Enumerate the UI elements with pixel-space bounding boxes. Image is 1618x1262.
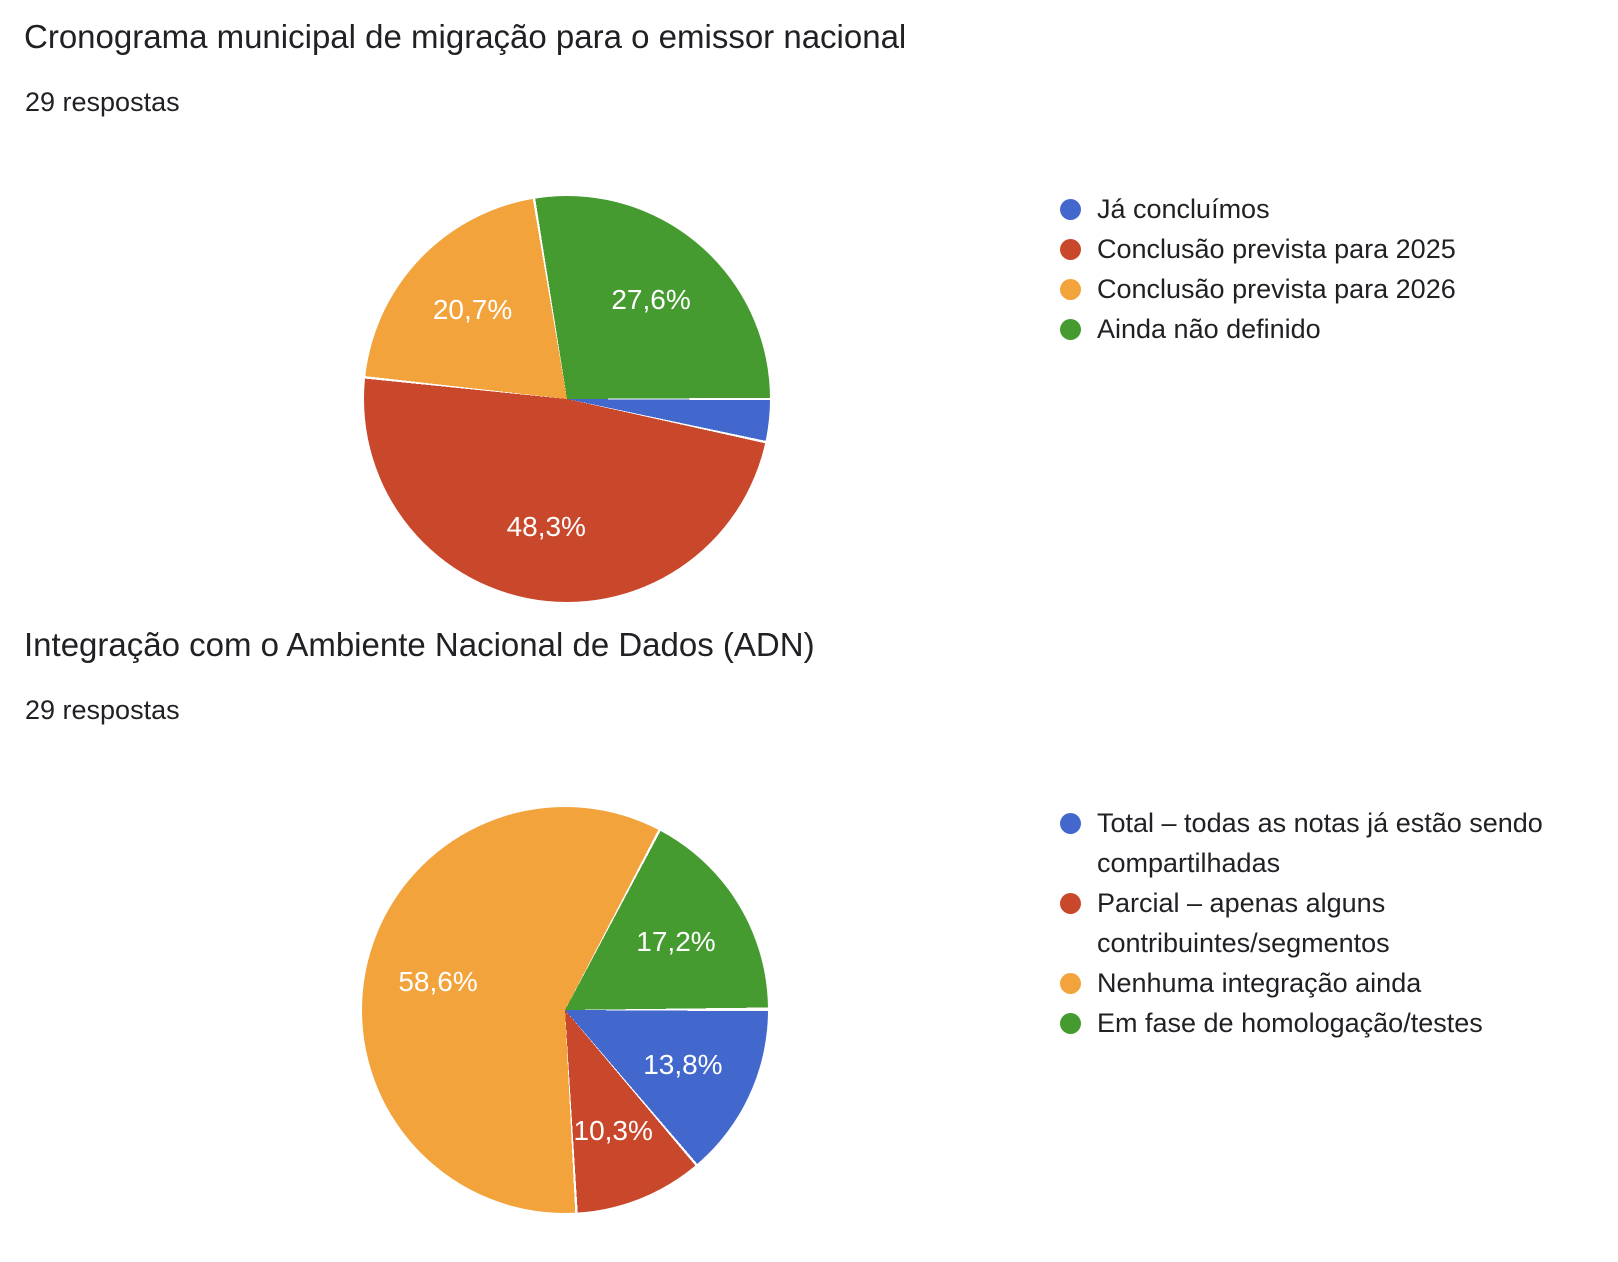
legend-color-dot-icon — [1060, 199, 1081, 220]
slice-percentage-label: 20,7% — [432, 293, 513, 325]
legend-item: Já concluímos — [1060, 189, 1618, 229]
response-count: 29 respostas — [25, 87, 180, 117]
legend-item: Ainda não definido — [1060, 309, 1618, 349]
legend-item: Total – todas as notas já estão sendo co… — [1060, 803, 1618, 883]
legend-label: Conclusão prevista para 2026 — [1097, 274, 1456, 304]
slice-percentage-label: 27,6% — [611, 283, 691, 315]
legend-color-dot-icon — [1060, 813, 1081, 834]
legend-label: Nenhuma integração ainda — [1097, 968, 1422, 998]
question-title: Cronograma municipal de migração para o … — [24, 18, 907, 55]
legend-color-dot-icon — [1060, 973, 1081, 994]
pie-chart[interactable]: 13,8% 10,3% 58,6% 17,2% — [362, 807, 768, 1213]
legend-color-dot-icon — [1060, 279, 1081, 300]
response-count: 29 respostas — [25, 695, 180, 725]
legend-color-dot-icon — [1060, 1013, 1081, 1034]
slice-percentage-label: 17,2% — [636, 926, 716, 958]
legend-color-dot-icon — [1060, 239, 1081, 260]
pie-chart[interactable]: 48,3% 20,7% 27,6% — [364, 196, 770, 602]
legend-item: Conclusão prevista para 2025 — [1060, 229, 1618, 269]
slice-percentage-label: 48,3% — [506, 511, 586, 543]
legend-color-dot-icon — [1060, 319, 1081, 340]
legend-item: Conclusão prevista para 2026 — [1060, 269, 1618, 309]
legend-label: Parcial – apenas alguns contribuintes/se… — [1097, 888, 1390, 958]
legend-item: Em fase de homologação/testes — [1060, 1003, 1618, 1043]
slice-percentage-label: 10,3% — [573, 1114, 653, 1146]
legend-item: Parcial – apenas alguns contribuintes/se… — [1060, 883, 1618, 963]
legend-item: Nenhuma integração ainda — [1060, 963, 1618, 1003]
slice-percentage-label: 58,6% — [398, 966, 478, 998]
legend-label: Total – todas as notas já estão sendo co… — [1097, 808, 1543, 878]
chart-legend: Já concluímos Conclusão prevista para 202… — [1060, 189, 1618, 349]
legend-color-dot-icon — [1060, 893, 1081, 914]
legend-label: Já concluímos — [1097, 194, 1270, 224]
legend-label: Em fase de homologação/testes — [1097, 1008, 1483, 1038]
slice-percentage-label: 13,8% — [643, 1048, 723, 1080]
question-title: Integração com o Ambiente Nacional de Da… — [24, 626, 815, 663]
legend-label: Conclusão prevista para 2025 — [1097, 234, 1456, 264]
legend-label: Ainda não definido — [1097, 314, 1321, 344]
chart-legend: Total – todas as notas já estão sendo co… — [1060, 803, 1618, 1043]
